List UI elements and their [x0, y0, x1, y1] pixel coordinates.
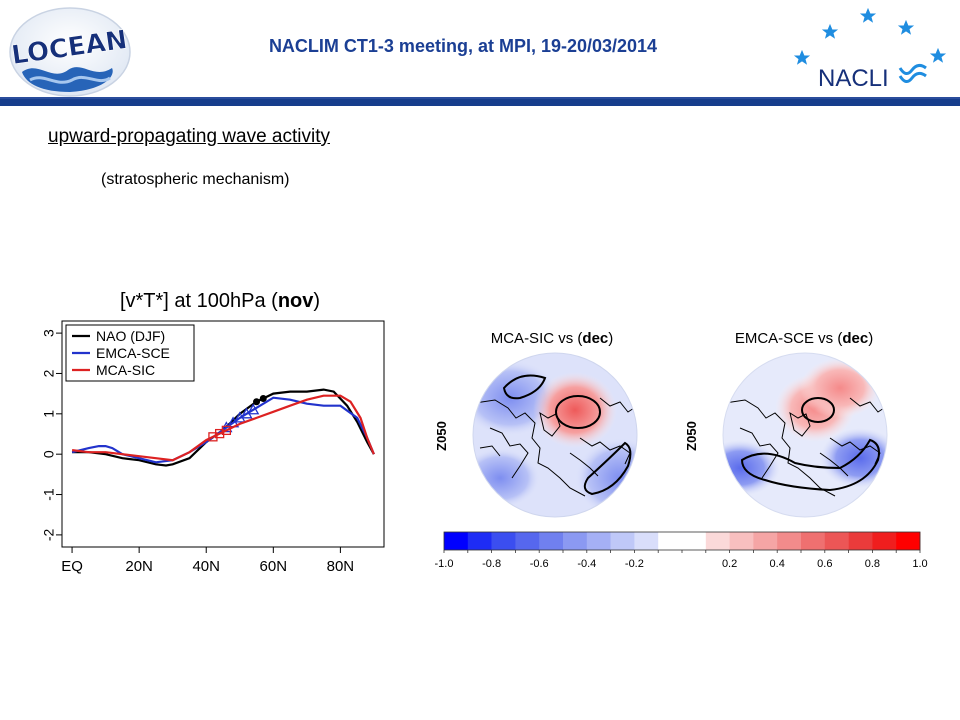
- locean-logo: LOCEAN: [9, 7, 131, 97]
- colorbar-swatch: [729, 532, 754, 550]
- x-tick-label: 60N: [260, 558, 288, 575]
- x-tick-label: EQ: [61, 558, 83, 575]
- x-tick-label: 20N: [125, 558, 153, 575]
- vt-chart-title-suffix: ): [313, 290, 320, 312]
- data-point: [259, 394, 267, 402]
- colorbar-swatch: [658, 532, 683, 550]
- colorbar-tick-label: 0.4: [770, 558, 785, 570]
- vt-chart-title: [v*T*] at 100hPa (nov): [120, 290, 320, 312]
- colorbar: -1.0 -0.8 -0.6 -0.4 -0.2 0.2 0.4 0.6 0.8 1.0: [435, 531, 928, 570]
- colorbar-tick-label: -1.0: [435, 558, 454, 570]
- colorbar-swatch: [634, 532, 659, 550]
- slide-subheading: (stratospheric mechanism): [101, 171, 290, 188]
- map-b-title-month: dec: [842, 330, 868, 347]
- map-a-disc: [473, 353, 637, 517]
- legend-box: [65, 324, 195, 382]
- map-a-title-suffix: ): [608, 330, 613, 347]
- colorbar-swatch: [444, 532, 469, 550]
- colorbar-ticks: -1.0 -0.8 -0.6 -0.4 -0.2 0.2 0.4 0.6 0.8 1.0: [435, 550, 928, 570]
- colorbar-swatch: [777, 532, 802, 550]
- legend-label: NAO (DJF): [96, 328, 165, 344]
- map-b-disc: [723, 353, 887, 517]
- colorbar-tick-label: 1.0: [912, 558, 927, 570]
- colorbar-swatch: [682, 532, 707, 550]
- map-a-title-month: dec: [582, 330, 608, 347]
- colorbar-swatch: [586, 532, 611, 550]
- colorbar-swatch: [491, 532, 516, 550]
- plot-frame: [61, 320, 385, 548]
- colorbar-tick-label: 0.2: [722, 558, 737, 570]
- colorbar-tick-label: -0.8: [482, 558, 501, 570]
- y-tick-label: 2: [41, 369, 57, 377]
- naclim-logo: NACLI: [793, 7, 947, 92]
- data-point: [214, 428, 225, 439]
- colorbar-tick-label: 0.8: [865, 558, 880, 570]
- header-divider-thin: [0, 97, 960, 99]
- legend-label: EMCA-SCE: [96, 345, 170, 361]
- map-b-contours: [740, 397, 880, 492]
- legend-label: MCA-SIC: [96, 362, 155, 378]
- data-point: [221, 425, 232, 436]
- map-b-title-suffix: ): [868, 330, 873, 347]
- data-point: [208, 432, 218, 442]
- colorbar-swatch: [801, 532, 826, 550]
- colorbar-swatch: [563, 532, 588, 550]
- map-a-title-prefix: MCA-SIC vs (: [491, 330, 583, 347]
- colorbar-tick-label: -0.2: [625, 558, 644, 570]
- data-point: [247, 403, 260, 415]
- colorbar-swatches: [443, 531, 921, 551]
- y-tick-label: 1: [41, 410, 57, 418]
- data-point: [253, 398, 261, 406]
- z050-maps: MCA-SIC vs (dec) Z050 EMCA-SCE vs (dec) …: [434, 330, 888, 518]
- x-tick-label: 80N: [327, 558, 355, 575]
- colorbar-swatch: [753, 532, 778, 550]
- colorbar-swatch: [705, 532, 730, 550]
- y-tick-label: -2: [41, 528, 57, 541]
- vt-flux-chart: [v*T*] at 100hPa (nov) EQ 20N 40N 60N 80N -2 -…: [41, 290, 385, 575]
- x-tick-label: 40N: [192, 558, 220, 575]
- y-tick-label: -1: [41, 488, 57, 501]
- colorbar-swatch: [824, 532, 849, 550]
- colorbar-swatch: [872, 532, 897, 550]
- colorbar-swatch: [539, 532, 564, 550]
- map-a-contours: [502, 374, 632, 496]
- y-tick-label: 3: [41, 329, 57, 337]
- vt-chart-title-prefix: [v*T*] at 100hPa (: [120, 290, 278, 312]
- colorbar-swatch: [610, 532, 635, 550]
- meeting-title: NACLIM CT1-3 meeting, at MPI, 19-20/03/2…: [268, 36, 658, 56]
- map-a-ylabel: Z050: [434, 421, 449, 451]
- header-divider: [0, 99, 960, 106]
- colorbar-swatch: [515, 532, 540, 550]
- map-b-ylabel: Z050: [684, 421, 699, 451]
- map-b-title: EMCA-SCE vs (dec): [735, 330, 873, 347]
- y-tick-label: 0: [41, 450, 57, 458]
- colorbar-tick-label: -0.6: [530, 558, 549, 570]
- slide-heading: upward-propagating wave activity: [48, 126, 330, 147]
- map-b-title-prefix: EMCA-SCE vs (: [735, 330, 843, 347]
- colorbar-swatch: [896, 532, 921, 550]
- colorbar-swatch: [467, 532, 492, 550]
- colorbar-tick-label: -0.4: [577, 558, 596, 570]
- wave-icon: [898, 63, 927, 83]
- map-a-title: MCA-SIC vs (dec): [491, 330, 614, 347]
- colorbar-tick-label: 0.6: [817, 558, 832, 570]
- series-line-mca-sic: [71, 394, 375, 462]
- vt-plot-area: EQ 20N 40N 60N 80N -2 -1 0 1 2 3 NAO (DJF)EMCA-SCEM…: [41, 320, 385, 575]
- star-icon: [793, 7, 947, 65]
- naclim-logo-text: NACLI: [818, 65, 889, 92]
- colorbar-swatch: [848, 532, 873, 550]
- vt-chart-title-month: nov: [278, 290, 314, 312]
